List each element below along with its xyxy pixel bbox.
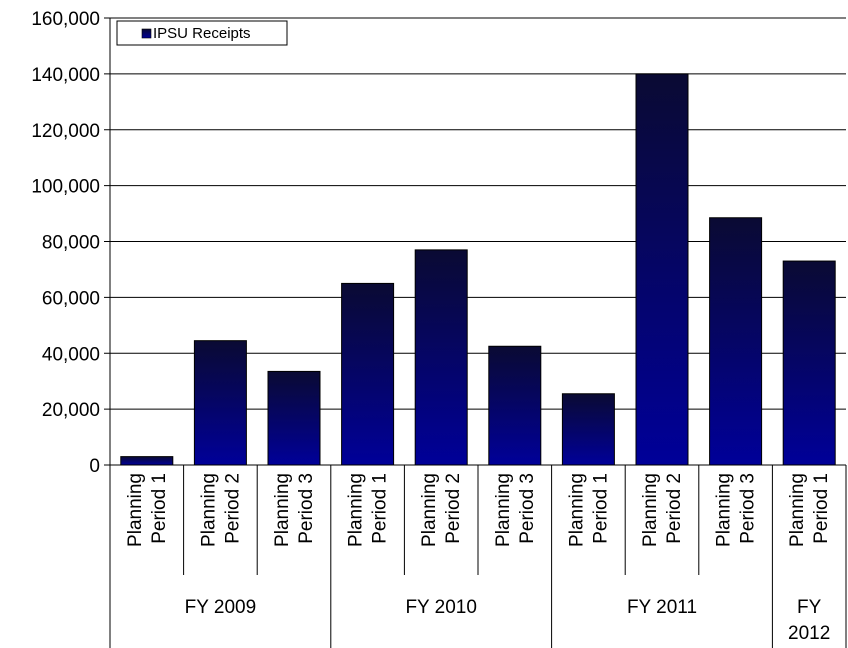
bar <box>635 73 689 466</box>
bar <box>267 370 321 466</box>
x-group-label: FY 2012 <box>788 597 830 644</box>
y-tick-label: 0 <box>89 456 100 477</box>
bar <box>414 249 468 466</box>
x-category-label: Planning Period 3 <box>493 473 538 547</box>
y-tick-label: 80,000 <box>42 233 100 254</box>
bar <box>561 393 615 466</box>
x-category-label: Planning Period 1 <box>566 473 611 547</box>
legend-swatch <box>141 28 152 39</box>
y-tick-label: 20,000 <box>42 400 100 421</box>
y-tick-label: 60,000 <box>42 288 100 309</box>
bar <box>120 456 174 466</box>
bar <box>341 282 395 466</box>
x-group-label: FY 2011 <box>627 597 697 618</box>
x-group-label: FY 2009 <box>185 597 256 618</box>
y-axis-tick-labels: 0 20,000 40,000 60,000 80,000 100,000 120,000 1… <box>31 9 100 477</box>
x-category-label: Planning Period 1 <box>787 473 832 547</box>
bar <box>193 340 247 466</box>
x-category-label: Planning Period 1 <box>346 473 391 547</box>
x-category-label: Planning Period 3 <box>714 473 759 547</box>
bars <box>120 73 836 466</box>
bar <box>488 345 542 466</box>
x-category-label: Planning Period 2 <box>640 473 685 547</box>
y-tick-label: 100,000 <box>31 177 100 198</box>
axes <box>109 18 847 648</box>
y-tick-label: 160,000 <box>31 9 100 30</box>
x-axis-category-labels: Planning Period 1 Planning Period 2 Planning… <box>125 473 832 547</box>
x-axis-group-labels: FY 2009 FY 2010 FY 2011 FY 2012 <box>185 597 831 644</box>
y-tick-label: 120,000 <box>31 121 100 142</box>
legend: IPSU Receipts <box>116 20 288 46</box>
bar <box>709 217 763 466</box>
x-category-label: Planning Period 3 <box>272 473 317 547</box>
y-tick-label: 140,000 <box>31 65 100 86</box>
y-tick-label: 40,000 <box>42 344 100 365</box>
bar <box>782 260 836 466</box>
x-group-label: FY 2010 <box>405 597 476 618</box>
x-category-label: Planning Period 1 <box>125 473 170 547</box>
x-category-label: Planning Period 2 <box>198 473 243 547</box>
legend-label: IPSU Receipts <box>153 25 251 42</box>
x-category-label: Planning Period 2 <box>419 473 464 547</box>
